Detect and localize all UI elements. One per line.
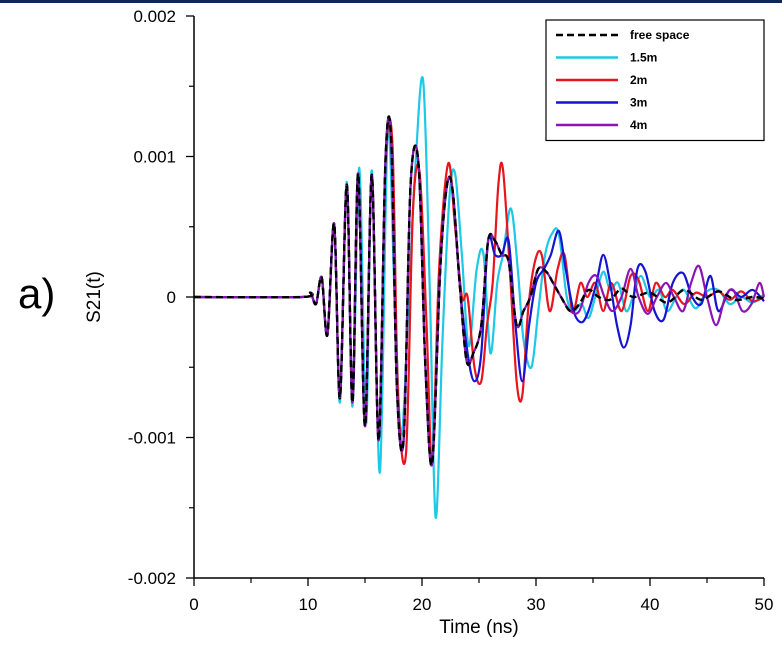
axes-layer: -0.002 -0.001 0 0.001 0.002 0 10 20 30 40 50 — [128, 7, 774, 614]
x-tick-label: 20 — [413, 595, 432, 614]
x-tick-label: 0 — [189, 595, 198, 614]
y-tick-label: 0 — [167, 288, 176, 307]
top-border — [0, 0, 782, 3]
y-tick-label: 0.002 — [133, 7, 176, 26]
panel-label: a) — [18, 270, 56, 317]
y-tick-label: -0.001 — [128, 429, 176, 448]
x-tick-label: 50 — [755, 595, 774, 614]
series-line-free-space — [193, 115, 765, 467]
legend-label-4m: 4m — [630, 118, 647, 132]
legend-label-1-5m: 1.5m — [630, 51, 657, 65]
series-line-2m — [193, 117, 765, 466]
y-axis-title: S21(t) — [84, 271, 105, 323]
series-line-3m — [193, 115, 765, 467]
x-tick-label: 10 — [299, 595, 318, 614]
legend: free space 1.5m 2m 3m 4m — [545, 19, 765, 142]
x-tick-label: 40 — [641, 595, 660, 614]
y-tick-label: -0.002 — [128, 569, 176, 588]
legend-label-3m: 3m — [630, 96, 647, 110]
series-line-4m — [193, 115, 766, 467]
y-tick-label: 0.001 — [133, 148, 176, 167]
legend-label-2m: 2m — [630, 73, 647, 87]
x-axis-title: Time (ns) — [439, 617, 519, 638]
series-layer — [193, 76, 766, 519]
x-tick-label: 30 — [527, 595, 546, 614]
legend-label-free-space: free space — [630, 28, 690, 42]
